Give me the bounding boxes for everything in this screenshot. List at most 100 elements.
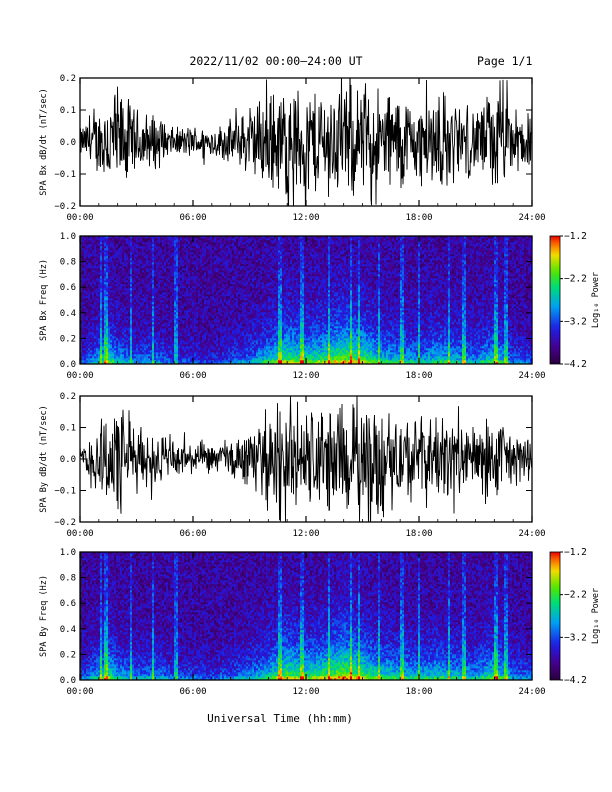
spectrogram-cell: [132, 258, 135, 261]
spectrogram-cell: [176, 262, 179, 265]
spectrogram-cell: [148, 332, 151, 335]
spectrogram-cell: [186, 272, 189, 275]
spectrogram-cell: [176, 356, 179, 359]
spectrogram-cell: [86, 320, 89, 323]
spectrogram-cell: [84, 246, 87, 249]
spectrogram-cell: [164, 342, 167, 345]
spectrogram-cell: [90, 250, 93, 253]
spectrogram-cell: [214, 308, 217, 311]
spectrogram-cell: [90, 358, 93, 361]
spectrogram-cell: [112, 330, 115, 333]
spectrogram-cell: [180, 320, 183, 323]
spectrogram-cell: [206, 312, 209, 315]
spectrogram-cell: [202, 334, 205, 337]
spectrogram-cell: [104, 344, 107, 347]
spectrogram-cell: [98, 308, 101, 311]
spectrogram-cell: [88, 278, 91, 281]
spectrogram-cell: [140, 268, 143, 271]
spectrogram-cell: [174, 238, 177, 241]
spectrogram-cell: [84, 236, 87, 239]
spectrogram-cell: [210, 296, 213, 299]
spectrogram-cell: [150, 306, 153, 309]
spectrogram-cell: [108, 288, 111, 291]
spectrogram-cell: [182, 250, 185, 253]
spectrogram-cell: [208, 290, 211, 293]
spectrogram-cell: [222, 356, 225, 359]
spectrogram-cell: [86, 258, 89, 261]
spectrogram-cell: [122, 310, 125, 313]
spectrogram-cell: [88, 264, 91, 267]
spectrogram-cell: [106, 274, 109, 277]
spectrogram-cell: [184, 302, 187, 305]
spectrogram-cell: [146, 354, 149, 357]
spectrogram-cell: [100, 298, 103, 301]
spectrogram-cell: [130, 268, 133, 271]
spectrogram-cell: [86, 340, 89, 343]
spectrogram-cell: [96, 332, 99, 335]
spectrogram-cell: [104, 278, 107, 281]
spectrogram-cell: [178, 322, 181, 325]
spectrogram-cell: [198, 322, 201, 325]
spectrogram-cell: [106, 310, 109, 313]
spectrogram-cell: [198, 262, 201, 265]
spectrogram-cell: [128, 296, 131, 299]
spectrogram-cell: [220, 302, 223, 305]
spectrogram-cell: [206, 252, 209, 255]
spectrogram-cell: [200, 286, 203, 289]
spectrogram-cell: [226, 316, 229, 319]
spectrogram-cell: [174, 304, 177, 307]
spectrogram-cell: [108, 328, 111, 331]
spectrogram-cell: [180, 356, 183, 359]
spectrogram-cell: [138, 332, 141, 335]
spectrogram-cell: [140, 328, 143, 331]
spectrogram-cell: [120, 258, 123, 261]
spectrogram-cell: [220, 312, 223, 315]
spectrogram-cell: [196, 244, 199, 247]
spectrogram-cell: [192, 288, 195, 291]
spectrogram-cell: [138, 252, 141, 255]
spectrogram-cell: [156, 338, 159, 341]
spectrogram-cell: [172, 258, 175, 261]
spectrogram-cell: [192, 276, 195, 279]
spectrogram-cell: [100, 336, 103, 339]
spectrogram-cell: [130, 294, 133, 297]
spectrogram-cell: [86, 348, 89, 351]
spectrogram-cell: [130, 288, 133, 291]
spectrogram-cell: [158, 342, 161, 345]
spectrogram-cell: [84, 322, 87, 325]
spectrogram-cell: [184, 358, 187, 361]
spectrogram-cell: [196, 250, 199, 253]
spectrogram-cell: [118, 238, 121, 241]
spectrogram-cell: [106, 290, 109, 293]
spectrogram-cell: [110, 256, 113, 259]
spectrogram-cell: [144, 306, 147, 309]
spectrogram-cell: [80, 252, 83, 255]
spectrogram-cell: [134, 264, 137, 267]
spectrogram-cell: [208, 292, 211, 295]
spectrogram-cell: [230, 280, 233, 283]
spectrogram-cell: [162, 350, 165, 353]
spectrogram-cell: [168, 296, 171, 299]
spectrogram-cell: [94, 342, 97, 345]
spectrogram-cell: [226, 354, 229, 357]
spectrogram-cell: [136, 272, 139, 275]
spectrogram-cell: [180, 278, 183, 281]
spectrogram-cell: [194, 250, 197, 253]
spectrogram-cell: [126, 344, 129, 347]
spectrogram-cell: [184, 314, 187, 317]
spectrogram-cell: [192, 252, 195, 255]
spectrogram-cell: [138, 328, 141, 331]
spectrogram-cell: [106, 284, 109, 287]
spectrogram-cell: [232, 276, 235, 279]
spectrogram-cell: [160, 254, 163, 257]
spectrogram-cell: [166, 348, 169, 351]
spectrogram-cell: [80, 336, 83, 339]
spectrogram-cell: [120, 308, 123, 311]
spectrogram-cell: [208, 346, 211, 349]
spectrogram-cell: [126, 248, 129, 251]
spectrogram-cell: [114, 354, 117, 357]
spectrogram-cell: [104, 290, 107, 293]
spectrogram-cell: [188, 354, 191, 357]
spectrogram-cell: [172, 306, 175, 309]
spectrogram-cell: [152, 288, 155, 291]
